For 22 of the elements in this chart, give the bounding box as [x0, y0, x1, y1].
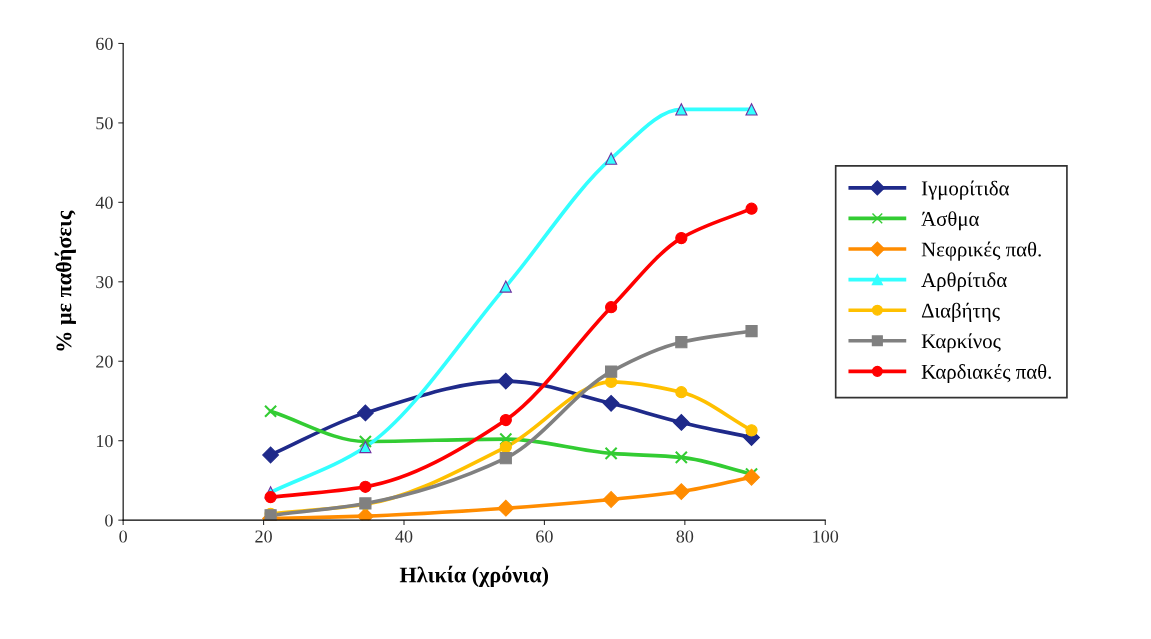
- legend-label: Άσθμα: [921, 211, 979, 231]
- x-tick-label: 20: [255, 530, 272, 543]
- legend-label: Διαβήτης: [921, 302, 1000, 322]
- x-tick-label: 100: [813, 530, 839, 543]
- y-tick-label: 0: [105, 514, 113, 527]
- legend-label: Αρθρίτιδα: [921, 272, 1007, 292]
- y-tick-label: 50: [96, 117, 113, 130]
- x-tick-label: 60: [536, 530, 553, 543]
- legend-label: Καρδιακές παθ.: [921, 363, 1051, 384]
- y-tick-label: 60: [96, 37, 113, 50]
- y-tick-label: 10: [96, 434, 113, 448]
- y-tick-label: 40: [95, 196, 113, 209]
- y-axis-title: % με παθήσεις: [54, 210, 76, 351]
- y-tick-label: 30: [96, 276, 113, 289]
- x-axis-title: Ηλικία (χρόνια): [399, 565, 549, 587]
- y-tick-label: 20: [96, 355, 113, 368]
- x-tick-label: 80: [676, 530, 694, 543]
- legend-label: Ιγμορίτιδα: [921, 180, 1010, 200]
- legend-label: Νεφρικές παθ.: [921, 241, 1041, 261]
- legend-label: Καρκίνος: [921, 333, 1001, 353]
- x-tick-label: 40: [395, 530, 413, 543]
- x-tick-label: 0: [119, 530, 127, 543]
